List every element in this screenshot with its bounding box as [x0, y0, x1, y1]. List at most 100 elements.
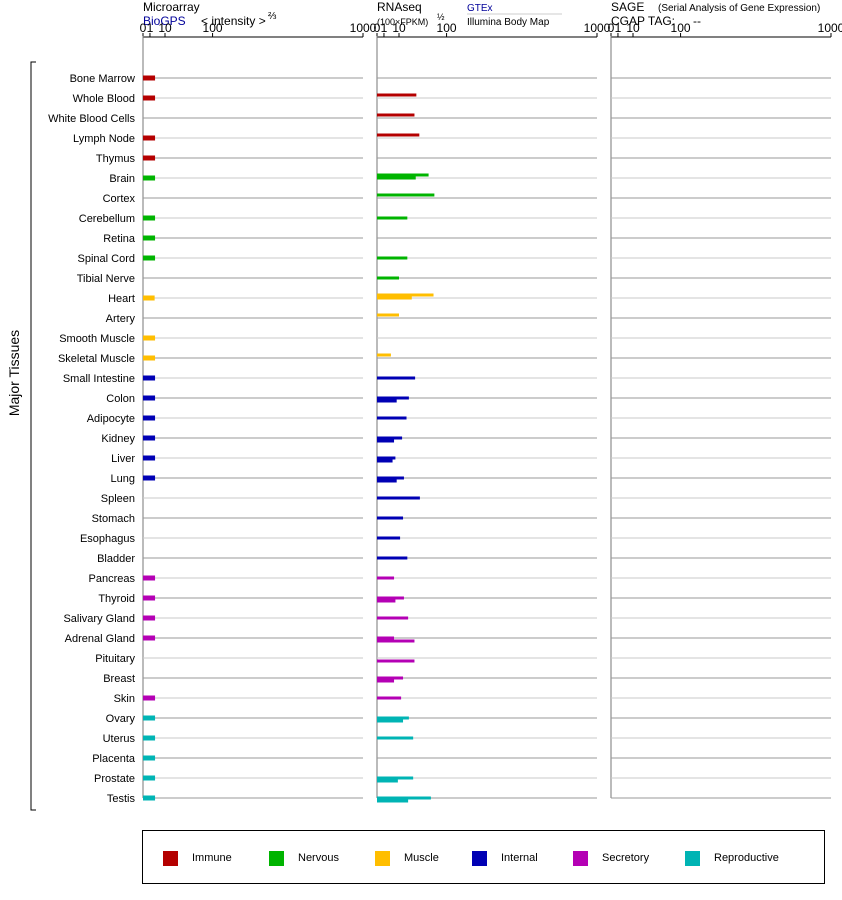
bar-illumina-body-map-second-row- [377, 459, 393, 463]
sage-tick-label: 10 [626, 21, 640, 35]
bar-biogps [143, 255, 156, 261]
microarray-tick-label: 1000 [350, 21, 377, 35]
bar-biogps [143, 395, 156, 401]
bar-illumina-body-map [377, 376, 416, 380]
bar-biogps [143, 335, 156, 341]
illumina-body-map-label: Illumina Body Map [467, 17, 550, 28]
bar-biogps [143, 715, 156, 721]
bar-biogps [143, 295, 155, 301]
legend-item-immune: Immune [163, 850, 232, 866]
intensity-scale-label: < intensity > [201, 14, 266, 28]
tissue-label: Brain [109, 173, 135, 185]
legend-swatch [375, 850, 390, 866]
bar-biogps [143, 175, 156, 181]
tissue-label: Stomach [92, 513, 135, 525]
sage-title: SAGE [611, 0, 644, 14]
bar-biogps [143, 775, 156, 781]
bar-illumina-body-map [377, 636, 395, 640]
sage-tick-label: 1000 [818, 21, 842, 35]
tissue-label: Thyroid [98, 593, 135, 605]
fpkm-unit-label: (100×FPKM) [377, 17, 428, 27]
legend-label: Nervous [298, 852, 339, 864]
tissue-label: Testis [107, 793, 136, 805]
tissue-label: Liver [111, 453, 135, 465]
legend-swatch [472, 850, 487, 866]
bar-illumina-body-map [377, 736, 414, 740]
biogps-link[interactable]: BioGPS [143, 14, 186, 28]
bar-biogps [143, 735, 156, 741]
tissue-label: Placenta [92, 753, 136, 765]
tissue-label: Adrenal Gland [65, 633, 135, 645]
bar-biogps [143, 75, 156, 81]
legend-item-nervous: Nervous [269, 850, 339, 866]
microarray-tick-label: 100 [203, 21, 223, 35]
rnaseq-tick-label: 0 [374, 21, 381, 35]
cgap-tag-label: CGAP TAG: [611, 14, 675, 28]
tissue-label: Kidney [101, 433, 135, 445]
bar-illumina-body-map-second-row- [377, 659, 415, 663]
bar-biogps [143, 235, 156, 241]
legend-swatch [163, 850, 178, 866]
bar-gtex [377, 193, 435, 197]
bar-gtex [377, 293, 434, 297]
bar-gtex [377, 173, 429, 177]
tissue-label: Smooth Muscle [59, 333, 135, 345]
bar-illumina-body-map [377, 276, 399, 280]
tissue-label: Heart [108, 293, 135, 305]
bar-gtex [377, 93, 417, 97]
intensity-scale-power: ⅔ [268, 11, 277, 22]
tissue-label: Esophagus [80, 533, 136, 545]
legend-label: Reproductive [714, 852, 779, 864]
bar-illumina-body-map-second-row- [377, 679, 395, 683]
bar-illumina-body-map [377, 436, 403, 440]
microarray-tick-label: 10 [158, 21, 172, 35]
fpkm-unit-power: ½ [437, 12, 445, 22]
bar-illumina-body-map [377, 536, 401, 540]
legend-item-reproductive: Reproductive [685, 850, 779, 866]
tissue-label: Pituitary [95, 653, 135, 665]
bar-illumina-body-map [377, 496, 420, 500]
bar-biogps [143, 435, 156, 441]
tissue-label: Cortex [103, 193, 136, 205]
gtex-link[interactable]: GTEx [467, 3, 493, 14]
bar-illumina-body-map-second-row- [377, 799, 409, 803]
legend-swatch [269, 850, 284, 866]
bar-illumina-body-map-second-row- [377, 599, 396, 603]
bar-biogps [143, 95, 156, 101]
bar-illumina-body-map [377, 576, 395, 580]
bar-gtex [377, 313, 399, 317]
tissue-label: Artery [106, 313, 136, 325]
bar-gtex [377, 113, 415, 117]
bar-biogps [143, 475, 156, 481]
legend-label: Secretory [602, 852, 650, 864]
legend-item-muscle: Muscle [375, 850, 439, 866]
tissue-label: Pancreas [89, 573, 136, 585]
bar-illumina-body-map [377, 696, 402, 700]
y-group-bracket [30, 61, 36, 811]
bar-illumina-body-map-second-row- [377, 439, 395, 443]
rnaseq-title: RNAseq [377, 0, 422, 14]
rnaseq-tick-label: 1000 [584, 21, 611, 35]
tissue-label: Retina [103, 233, 136, 245]
tissue-label: Colon [106, 393, 135, 405]
tissue-label: Tibial Nerve [77, 273, 135, 285]
bar-illumina-body-map [377, 676, 404, 680]
tissue-label: Cerebellum [79, 213, 135, 225]
bar-illumina-body-map [377, 216, 408, 220]
bar-biogps [143, 375, 156, 381]
legend-swatch [685, 850, 700, 866]
tissue-label: Whole Blood [73, 93, 135, 105]
legend-label: Muscle [404, 852, 439, 864]
bar-illumina-body-map-second-row- [377, 399, 397, 403]
sage-tick-label: 0 [608, 21, 615, 35]
sage-tick-label: 1 [615, 21, 622, 35]
legend: Immune Nervous Muscle Internal Secretory Repr… [142, 830, 825, 884]
bar-illumina-body-map-second-row- [377, 479, 397, 483]
bar-illumina-body-map [377, 396, 409, 400]
bar-biogps [143, 155, 156, 161]
tissue-label: Skeletal Muscle [58, 353, 135, 365]
bar-illumina-body-map [377, 176, 416, 180]
tissue-label: Spleen [101, 493, 135, 505]
microarray-title: Microarray [143, 0, 200, 14]
